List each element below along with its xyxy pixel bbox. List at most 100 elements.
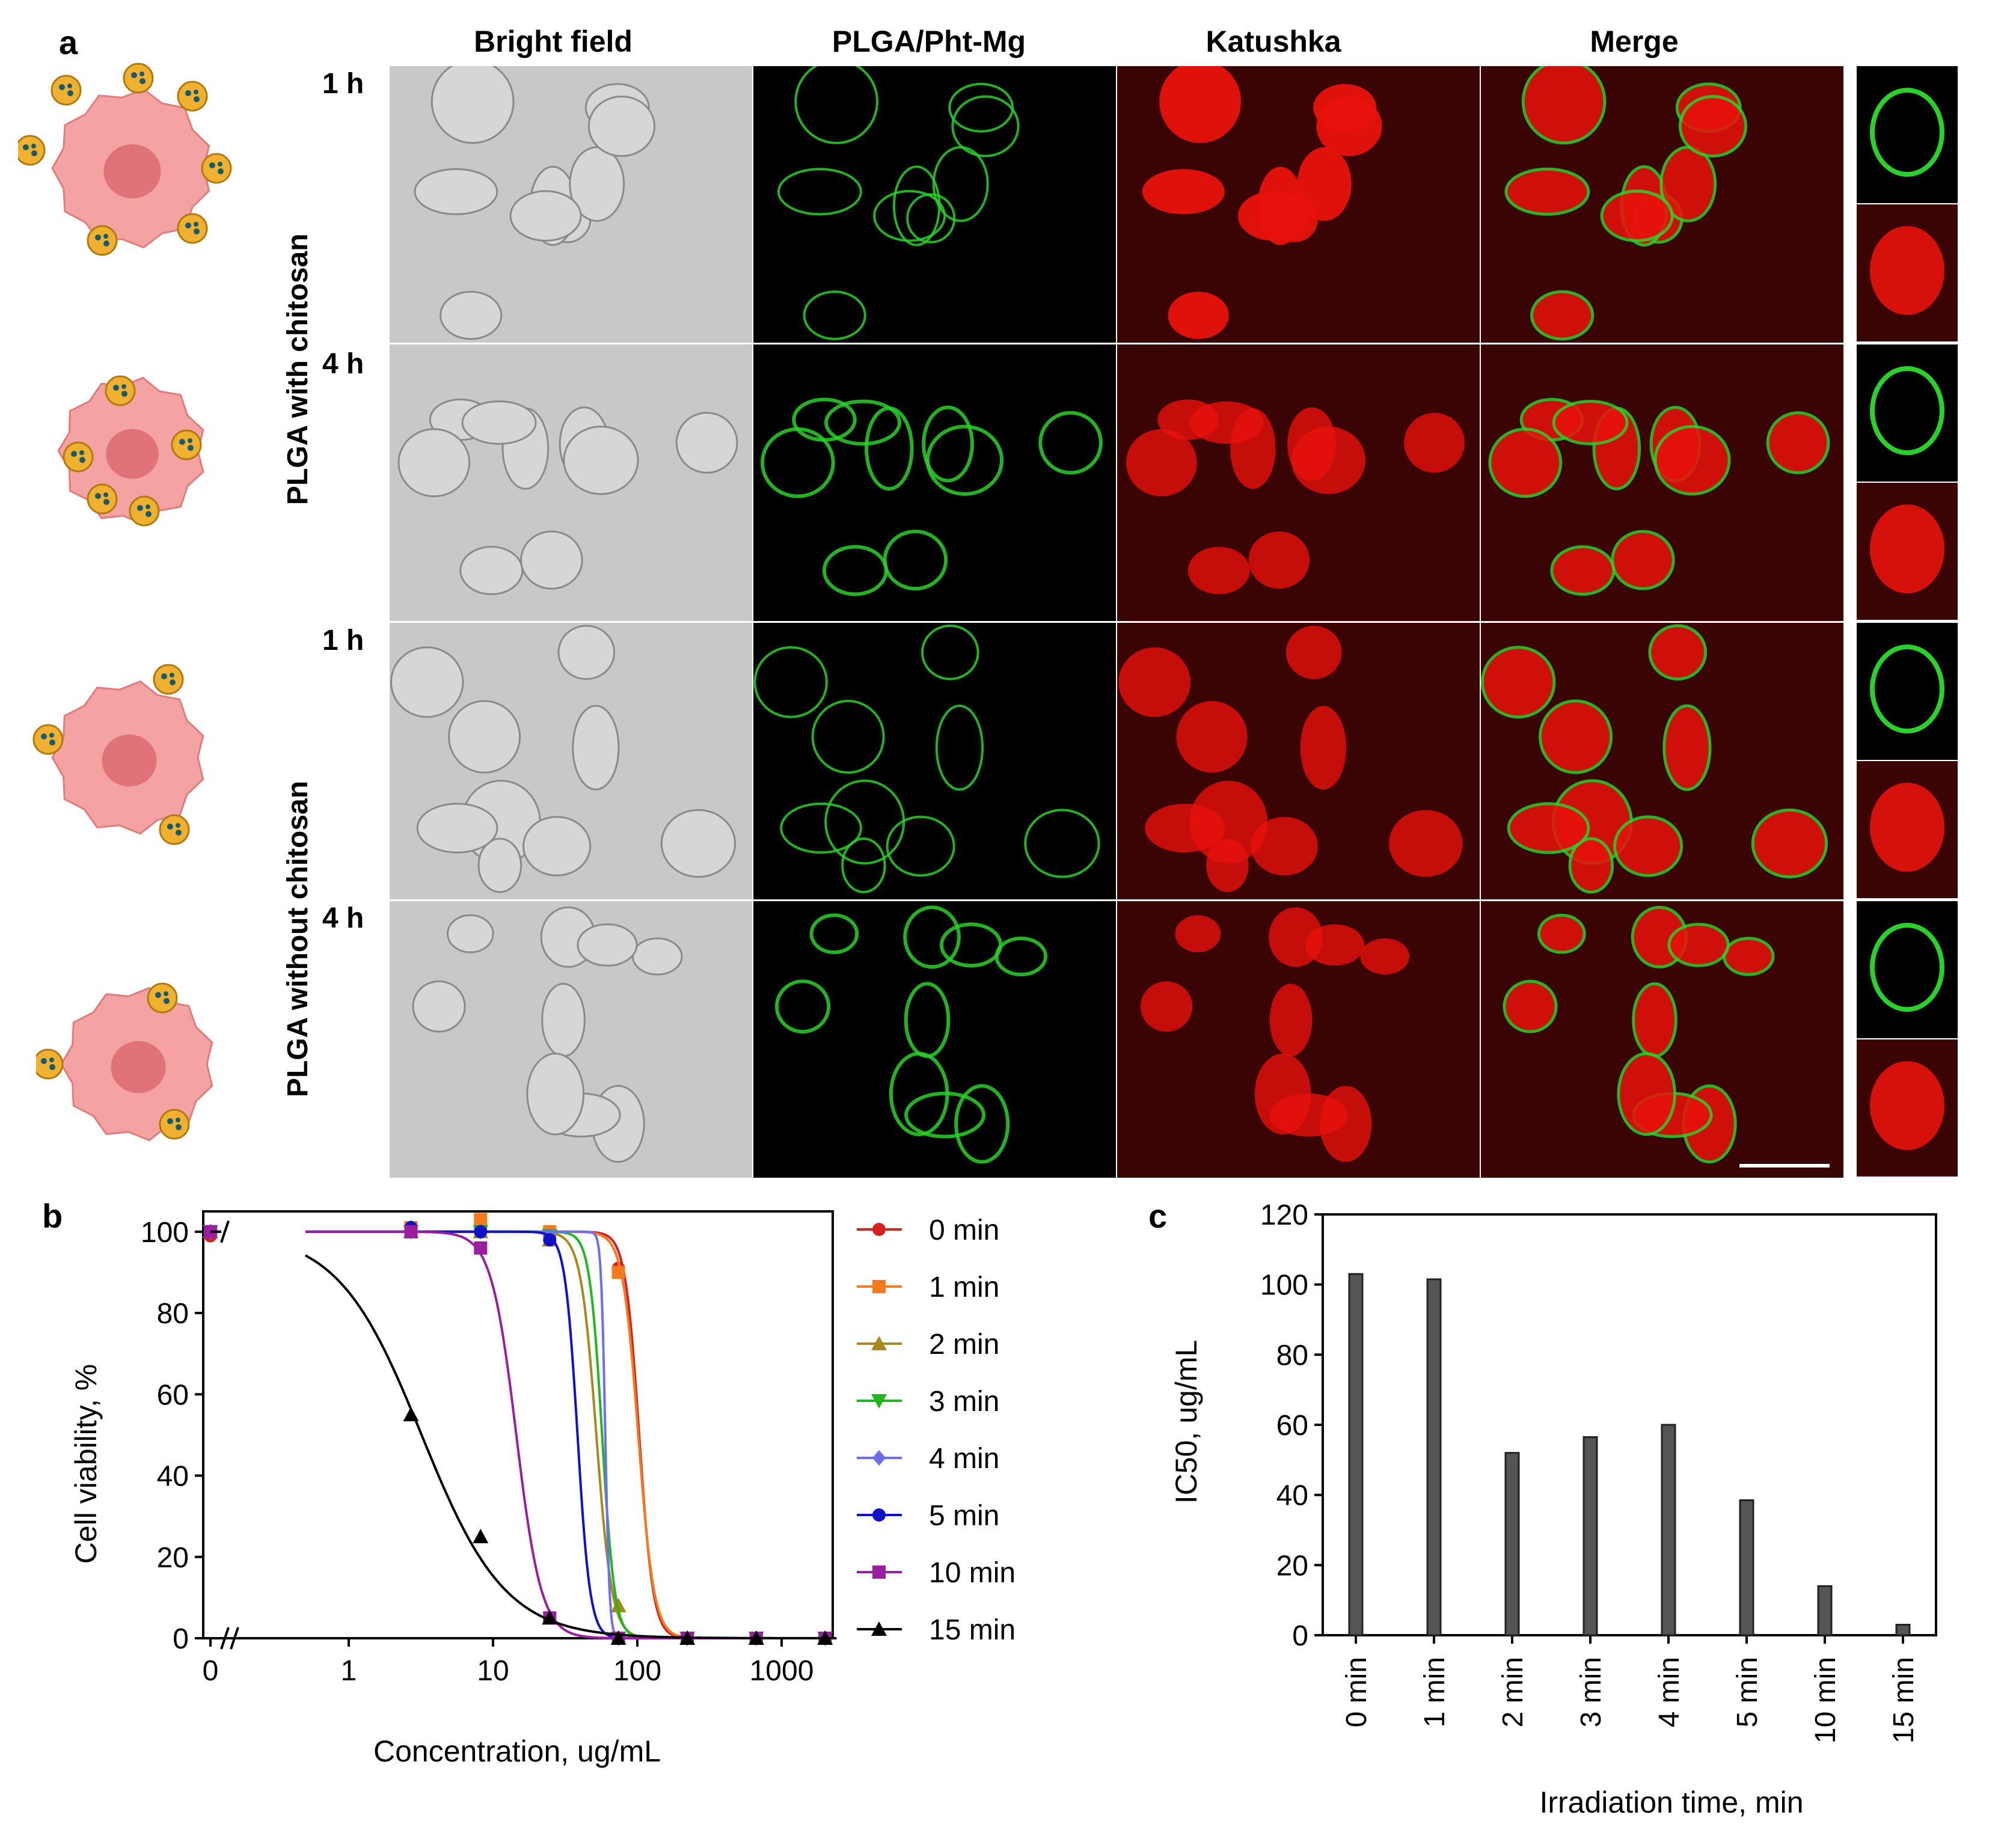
micrograph-svg (412, 906, 683, 1163)
inset-svg (1870, 644, 1944, 733)
bf-cell (541, 982, 586, 1057)
b-y-tick-label: 60 (157, 1379, 189, 1411)
green-membrane (780, 802, 862, 854)
inset-green-membrane (1870, 366, 1944, 455)
b-legend-item: 5 min (857, 1500, 999, 1532)
red-cell (1118, 647, 1190, 717)
time-label-row1: 1 h (322, 68, 364, 100)
b-legend-item: 4 min (857, 1443, 999, 1475)
green-membrane (777, 168, 862, 216)
b-x-tick-label: 1 (341, 1655, 357, 1687)
time-label-row2: 4 h (322, 348, 364, 380)
micrograph-svg (760, 397, 1103, 596)
b-x-tick-label: 10 (477, 1655, 509, 1687)
red-cell (1404, 412, 1465, 473)
b-legend-label: 2 min (929, 1329, 999, 1360)
merge-cell (1568, 837, 1614, 894)
time-label-row3: 1 h (322, 625, 364, 656)
zoom-inset-red-row4 (1857, 1039, 1958, 1177)
bf-cell (563, 426, 639, 495)
cell-nucleus (103, 144, 161, 198)
merge-cell (1723, 937, 1775, 976)
c-axes: 0 20 40 60 80 100 120 (1260, 1199, 1937, 1652)
c-x-tick-label: 3 min (1575, 1657, 1607, 1727)
b-x-break-mark (230, 1627, 239, 1650)
zoom-inset-red-row2 (1857, 483, 1958, 620)
cell-nucleus (106, 429, 159, 479)
b-series-2-min (203, 1223, 837, 1645)
red-cell (1360, 938, 1410, 975)
b-x-axis-label: Concentration, ug/mL (373, 1734, 661, 1768)
green-membrane (1038, 411, 1103, 475)
green-membrane (932, 145, 989, 222)
nanoparticle (32, 724, 64, 755)
c-y-tick-label: 0 (1292, 1620, 1308, 1652)
bf-cell (675, 412, 738, 474)
green-membrane (1024, 809, 1100, 878)
b-legend-marker (872, 1280, 886, 1293)
green-membrane (954, 1084, 1010, 1164)
bf-cell (577, 923, 638, 967)
b-data-point (542, 1610, 558, 1625)
c-y-tick-label: 40 (1276, 1480, 1308, 1512)
bf-cell (587, 96, 656, 158)
red-cell (1140, 981, 1193, 1032)
micrograph-svg (1488, 397, 1830, 596)
green-membrane (794, 66, 878, 144)
nanoparticle (201, 153, 232, 184)
nanoparticle (177, 213, 208, 244)
b-series-group (203, 1213, 837, 1646)
c-bar (1895, 1624, 1911, 1636)
bf-cell (660, 809, 737, 878)
zoom-inset-red-row3 (1857, 761, 1958, 898)
b-legend-label: 1 min (929, 1272, 999, 1303)
b-plot-frame (202, 1210, 834, 1639)
merge-cell (1530, 290, 1595, 341)
nanoparticle (87, 483, 118, 515)
cell-cartoon-row2 (36, 361, 228, 541)
bf-cell (569, 146, 625, 222)
micrograph-svg (1504, 66, 1748, 341)
nanoparticle (87, 225, 118, 256)
b-fit-curve (305, 1230, 837, 1639)
inset-red-cell (1870, 226, 1944, 315)
micrograph-svg (414, 66, 656, 340)
micrograph-svg (1118, 625, 1463, 892)
micrograph-svg (774, 905, 1048, 1164)
b-data-point (611, 1265, 625, 1279)
b-x-break-mark (220, 1627, 230, 1650)
red-cell (1305, 924, 1365, 966)
panel-b-letter: b (42, 1197, 63, 1235)
green-membrane (809, 913, 859, 955)
b-legend-item: 0 min (857, 1214, 999, 1246)
cell-cartoon-row1 (18, 60, 247, 265)
merge-cell (1678, 95, 1748, 158)
inset-svg (1870, 1061, 1944, 1150)
red-cell (1316, 96, 1382, 156)
bf-cell (440, 290, 503, 340)
inset-svg (1870, 366, 1944, 455)
b-data-point (543, 1233, 557, 1247)
c-bar (1661, 1424, 1676, 1636)
merge-cell (1653, 425, 1731, 496)
bf-cell (557, 625, 616, 680)
bf-cell (526, 1053, 585, 1136)
micrograph-bright-row4 (390, 901, 752, 1178)
micrograph-merge-row3 (1481, 623, 1843, 899)
merge-cell (1504, 167, 1590, 216)
b-series-3-min (203, 1225, 837, 1646)
b-x-tick-label: 1000 (750, 1655, 814, 1687)
merge-cell (1550, 545, 1616, 596)
b-legend-label: 15 min (929, 1614, 1016, 1646)
green-membrane (803, 290, 866, 340)
micrograph-svg (397, 398, 738, 595)
inset-green-membrane (1870, 88, 1944, 177)
merge-cell (1552, 400, 1629, 445)
nanoparticle (159, 1109, 190, 1140)
column-header-bright-field: Bright field (474, 25, 633, 58)
green-membrane (824, 399, 902, 446)
green-membrane (873, 189, 946, 242)
green-membrane (774, 979, 831, 1033)
micrograph-green-row3 (753, 623, 1116, 899)
